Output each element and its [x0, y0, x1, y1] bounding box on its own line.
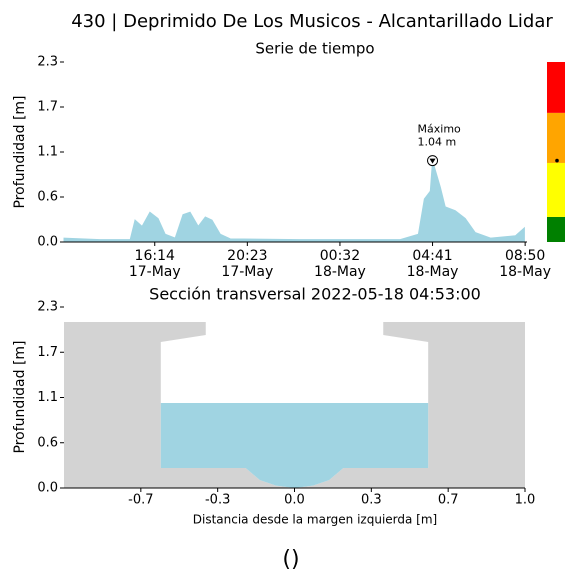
y-tick-label: 1.1 — [37, 145, 58, 160]
x-tick-label: 1.0 — [515, 493, 536, 508]
y-axis-label: Profundidad [m] — [12, 95, 28, 208]
y-tick-label: 1.7 — [37, 100, 58, 115]
x-tick-label: 18-May — [314, 264, 366, 280]
x-axis-label: Distancia desde la margen izquierda [m] — [193, 513, 437, 527]
y-tick-label: 1.1 — [37, 390, 58, 405]
chart-title: Serie de tiempo — [255, 40, 374, 58]
y-tick-label: 0.0 — [37, 235, 58, 250]
max-marker-arrow — [429, 158, 436, 164]
x-tick-label: 20:23 — [227, 248, 267, 264]
x-tick-label: 16:14 — [135, 248, 175, 264]
alert-level — [547, 216, 565, 242]
annotation: 1.04 m — [418, 136, 457, 149]
y-tick-label: 0.6 — [37, 435, 58, 450]
x-tick-label: 17-May — [221, 264, 273, 280]
x-tick-label: 00:32 — [320, 248, 360, 264]
y-tick-label: 2.3 — [37, 300, 58, 315]
x-tick-label: 17-May — [129, 264, 181, 280]
y-tick-label: 0.6 — [37, 190, 58, 205]
y-tick-label: 1.7 — [37, 345, 58, 360]
page-title: 430 | Deprimido De Los Musicos - Alcanta… — [71, 11, 553, 32]
x-tick-label: 0.0 — [284, 493, 305, 508]
y-tick-label: 0.0 — [37, 481, 58, 496]
current-level-dot — [555, 158, 559, 163]
depth-area — [63, 160, 525, 243]
x-tick-label: 0.3 — [361, 493, 382, 508]
x-tick-label: -0.7 — [128, 493, 153, 508]
x-tick-label: 04:41 — [412, 248, 452, 264]
chart-title: Sección transversal 2022-05-18 04:53:00 — [149, 285, 481, 304]
footer: () — [282, 547, 299, 572]
x-tick-label: -0.3 — [205, 493, 230, 508]
alert-level — [547, 62, 565, 113]
y-tick-label: 2.3 — [37, 55, 58, 70]
x-tick-label: 18-May — [499, 264, 551, 280]
x-tick-label: 08:50 — [505, 248, 545, 264]
alert-level — [547, 162, 565, 217]
channel-wall — [64, 321, 525, 488]
y-axis-label: Profundidad [m] — [12, 340, 28, 453]
alert-level — [547, 112, 565, 163]
x-tick-label: 18-May — [407, 264, 459, 280]
annotation: Máximo — [418, 123, 462, 136]
x-tick-label: 0.7 — [438, 493, 459, 508]
